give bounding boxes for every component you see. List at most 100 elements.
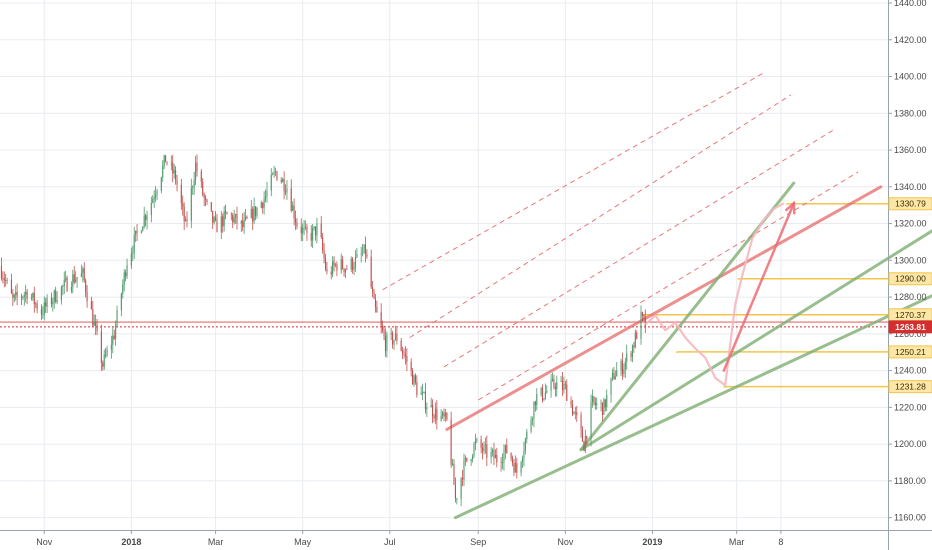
candle-body xyxy=(85,280,87,293)
candle-body xyxy=(53,290,55,302)
candle-body xyxy=(242,220,244,228)
candle-body xyxy=(503,452,505,463)
candle-body xyxy=(324,258,327,269)
candle-body xyxy=(462,478,464,480)
candle-body xyxy=(460,478,462,499)
candle-body xyxy=(23,294,25,298)
candle-body xyxy=(70,286,72,292)
candle-body xyxy=(80,273,82,278)
candle-body xyxy=(316,223,318,236)
candle-body xyxy=(95,322,97,326)
level-price-tag: 1250.21 xyxy=(888,345,932,359)
candle-body xyxy=(590,402,592,439)
candle-body xyxy=(292,205,294,211)
candle-body xyxy=(282,178,284,182)
candle-body xyxy=(213,217,215,223)
level-price-tag: 1330.79 xyxy=(888,197,932,211)
candle-body xyxy=(540,387,542,395)
candle-body xyxy=(523,450,525,459)
candle-body xyxy=(510,453,512,459)
candle-body xyxy=(130,253,132,266)
x-tick-label: 2018 xyxy=(121,537,141,547)
candle-body xyxy=(142,226,144,232)
candle-body xyxy=(195,162,197,181)
candle-body xyxy=(504,445,506,453)
candle-body xyxy=(403,353,405,355)
candle-body xyxy=(232,215,234,223)
candle-body xyxy=(373,291,375,299)
forecast-path xyxy=(644,200,796,387)
candle-body xyxy=(56,300,58,303)
forecast-arrow-head xyxy=(785,200,796,215)
price-tag-label: 1250.21 xyxy=(895,347,926,357)
candle-body xyxy=(254,206,257,216)
candle-body xyxy=(76,277,78,280)
candle-body xyxy=(105,354,107,356)
candle-body xyxy=(183,206,185,222)
candle-body xyxy=(143,215,145,227)
candle-body xyxy=(533,401,535,419)
candle-body xyxy=(630,353,632,357)
candle-body xyxy=(126,265,128,277)
candle-body xyxy=(484,444,486,446)
y-tick-label: 1280.00 xyxy=(894,292,927,302)
candle-body xyxy=(310,232,312,241)
candle-body xyxy=(422,391,424,394)
candle-body xyxy=(410,362,412,371)
candle-body xyxy=(603,399,605,415)
candle-body xyxy=(610,377,612,396)
candle-body xyxy=(106,349,108,356)
candle-body xyxy=(5,280,7,282)
candle-body xyxy=(384,336,387,351)
time-axis[interactable]: Nov 2018 Mar May Jul Sep Nov 2019 Mar 8 xyxy=(0,530,932,547)
trend-line-red-dashed xyxy=(382,72,765,291)
candle-body xyxy=(120,293,122,311)
level-price-tag: 1270.37 xyxy=(888,308,932,322)
candle-body xyxy=(145,215,147,221)
candle-body xyxy=(314,226,317,236)
candle-body xyxy=(75,279,77,283)
candle-body xyxy=(511,458,514,463)
candle-body xyxy=(155,194,157,198)
candle-body xyxy=(116,310,118,326)
candle-body xyxy=(73,274,75,283)
candle-body xyxy=(400,340,402,351)
candle-body xyxy=(641,312,643,316)
candle-body xyxy=(3,278,5,281)
candle-body xyxy=(474,440,476,445)
candle-body xyxy=(262,202,264,208)
candle-body xyxy=(453,463,455,485)
candle-body xyxy=(570,400,572,405)
y-tick-label: 1260.00 xyxy=(894,329,927,339)
trend-lines xyxy=(382,72,932,520)
candle-body xyxy=(225,211,227,213)
candle-body xyxy=(93,322,95,326)
candle-body xyxy=(240,220,242,224)
candle-body xyxy=(433,416,435,419)
candle-body xyxy=(350,258,352,270)
candle-body xyxy=(132,252,134,254)
candle-body xyxy=(500,462,502,464)
level-price-tag: 1231.28 xyxy=(888,380,932,394)
forecast-line xyxy=(644,202,785,387)
forecast-arrow-shaft xyxy=(722,202,796,372)
candle-body xyxy=(290,188,292,211)
price-tag-box xyxy=(888,380,932,394)
candle-body xyxy=(163,155,165,166)
candle-body xyxy=(541,387,544,400)
candle-body xyxy=(473,444,475,456)
candle-body xyxy=(623,369,625,375)
candle-body xyxy=(432,404,434,417)
candle-body xyxy=(390,333,392,335)
candle-body xyxy=(122,284,124,294)
candle-body xyxy=(150,202,152,216)
candle-body xyxy=(574,412,576,413)
candle-body xyxy=(594,402,596,406)
candle-body xyxy=(434,408,436,419)
candle-body xyxy=(252,208,254,222)
candle-body xyxy=(20,296,22,298)
candle-body xyxy=(412,370,414,385)
candle-body xyxy=(294,218,297,223)
